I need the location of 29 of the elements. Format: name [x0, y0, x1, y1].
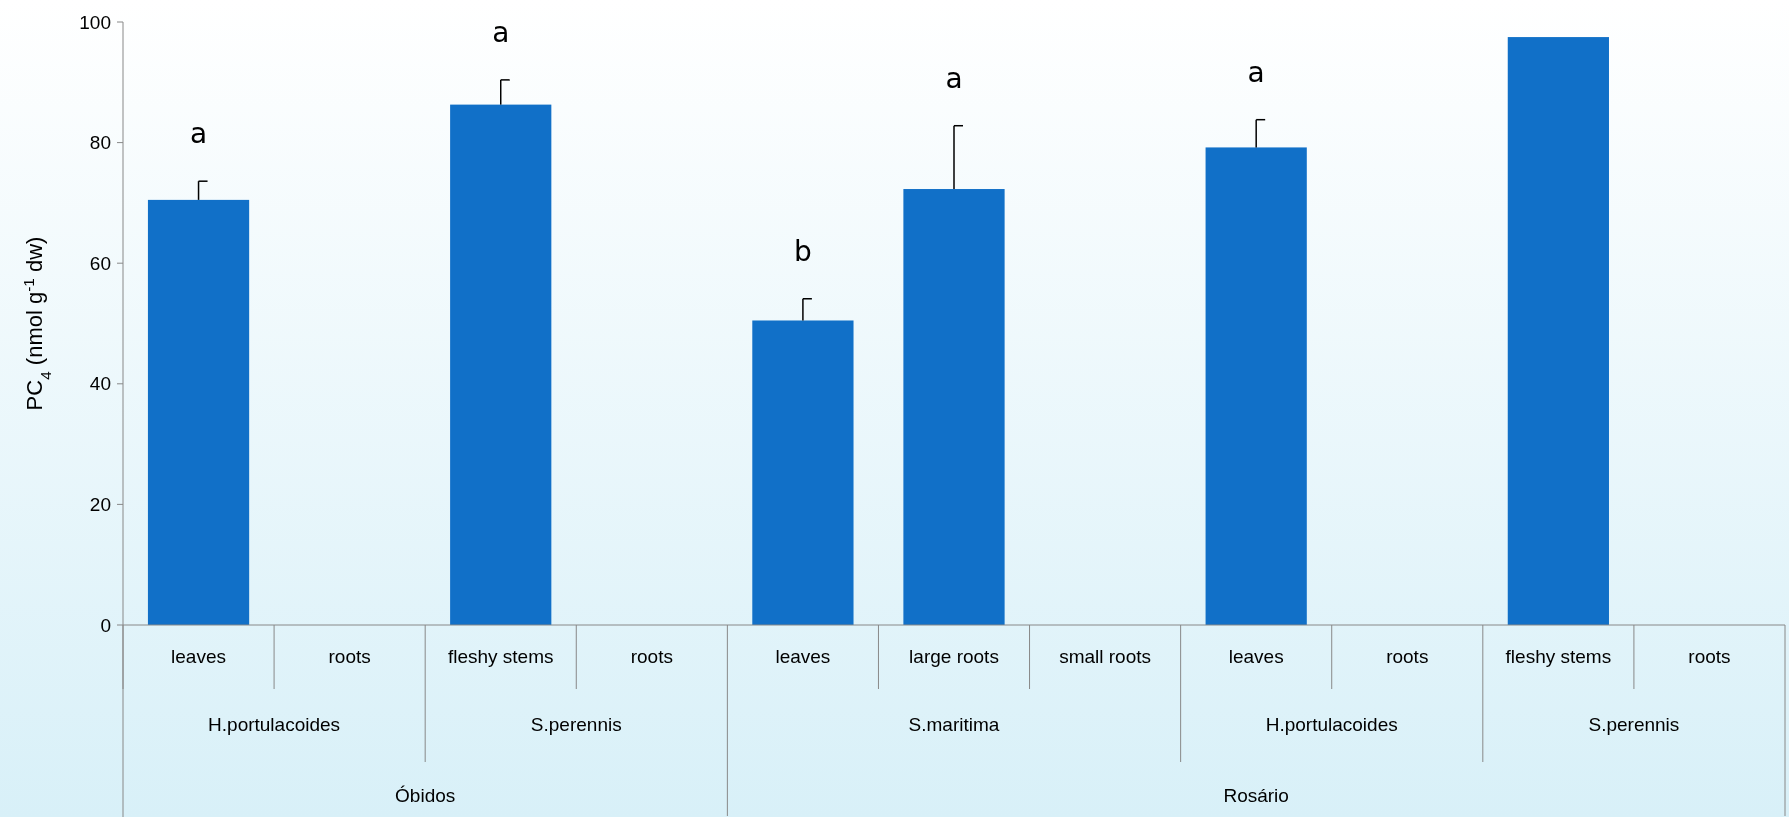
text: Óbidos — [395, 785, 456, 806]
x-tick-label: roots — [1386, 646, 1429, 667]
text: S.perennis — [530, 714, 622, 735]
x-tick-label: leaves — [1228, 646, 1284, 667]
y-tick-label: 60 — [89, 252, 111, 274]
annotation: a — [1247, 55, 1265, 89]
x-tick-label: leaves — [775, 646, 831, 667]
y-tick-label: 0 — [100, 614, 111, 636]
y-tick-label: 100 — [79, 11, 111, 33]
x-tick-label: large roots — [909, 646, 999, 667]
annotation: b — [794, 234, 812, 268]
x-tick-label: roots — [1688, 646, 1731, 667]
x-tick-label: small roots — [1059, 646, 1152, 667]
x-tick-label: roots — [630, 646, 673, 667]
annotation: a — [492, 15, 510, 49]
annotation: a — [945, 61, 963, 95]
y-tick-label: 80 — [89, 132, 111, 154]
annotation: a — [189, 117, 208, 151]
text: Rosário — [1223, 785, 1289, 806]
x-tick-label: leaves — [171, 646, 227, 667]
y-tick-label: 20 — [89, 494, 111, 516]
text: H.portulacoides — [208, 714, 341, 735]
x-tick-label: fleshy stems — [447, 646, 554, 667]
text: S.maritima — [908, 714, 1000, 735]
y-tick-label: 40 — [89, 373, 111, 395]
x-tick-label: fleshy stems — [1505, 646, 1612, 667]
x-tick-label: roots — [328, 646, 371, 667]
text: S.perennis — [1588, 714, 1680, 735]
text: H.portulacoides — [1265, 714, 1398, 735]
